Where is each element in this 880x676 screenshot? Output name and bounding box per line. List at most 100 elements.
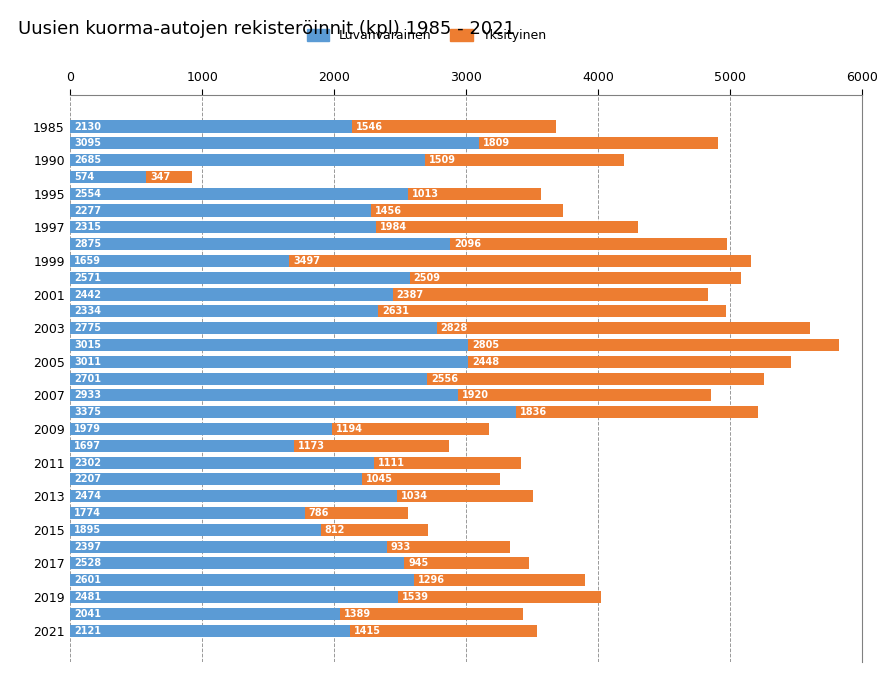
Bar [70,608,340,620]
Bar [70,456,374,468]
Bar [70,339,468,351]
Bar [70,490,397,502]
Bar [70,372,427,385]
Text: 2302: 2302 [74,458,101,468]
Text: 2442: 2442 [74,289,101,299]
Bar [70,272,410,284]
Text: 3095: 3095 [74,139,101,148]
Bar [70,204,371,216]
Text: 2631: 2631 [383,306,409,316]
Bar [458,389,711,402]
Text: 2334: 2334 [74,306,101,316]
Text: 1415: 1415 [355,625,381,635]
Bar [146,171,192,183]
Bar [70,507,304,519]
Bar [70,557,404,569]
Text: Uusien kuorma-autojen rekisteröinnit (kpl) 1985 - 2021: Uusien kuorma-autojen rekisteröinnit (kp… [18,20,515,39]
Text: 2828: 2828 [441,323,468,333]
Text: 1539: 1539 [402,592,429,602]
Bar [378,306,726,318]
Text: 1111: 1111 [378,458,405,468]
Bar [468,356,791,368]
Bar [70,541,387,553]
Text: 1509: 1509 [429,155,456,165]
Text: 2130: 2130 [74,122,101,132]
Bar [427,372,765,385]
Bar [70,439,295,452]
Text: 2805: 2805 [473,340,500,350]
Bar [340,608,523,620]
Bar [304,507,408,519]
Bar [70,389,458,402]
Text: 3375: 3375 [74,407,101,417]
Bar [320,524,428,536]
Bar [290,255,751,267]
Text: 2556: 2556 [431,374,458,383]
Bar [295,439,449,452]
Bar [392,289,708,301]
Bar [70,356,468,368]
Bar [425,154,624,166]
Text: 2528: 2528 [74,558,101,569]
Text: 3015: 3015 [74,340,101,350]
Text: 1774: 1774 [74,508,101,518]
Text: 2121: 2121 [74,625,101,635]
Text: 2096: 2096 [454,239,480,249]
Text: 2509: 2509 [414,272,441,283]
Bar [70,625,350,637]
Text: 1895: 1895 [74,525,101,535]
Text: 1697: 1697 [74,441,101,451]
Bar [70,154,425,166]
Bar [70,524,320,536]
Text: 1173: 1173 [298,441,326,451]
Text: 2685: 2685 [74,155,101,165]
Text: 945: 945 [408,558,429,569]
Text: 2481: 2481 [74,592,101,602]
Text: 1979: 1979 [74,424,101,434]
Bar [376,221,638,233]
Bar [70,591,398,603]
Bar [468,339,839,351]
Text: 1034: 1034 [401,491,428,501]
Bar [70,289,392,301]
Text: 2571: 2571 [74,272,101,283]
Bar [70,406,516,418]
Text: 1546: 1546 [356,122,383,132]
Bar [332,423,489,435]
Bar [374,456,521,468]
Bar [70,137,479,149]
Text: 1659: 1659 [74,256,101,266]
Text: 1013: 1013 [412,189,438,199]
Text: 3011: 3011 [74,357,101,367]
Text: 1984: 1984 [380,222,407,233]
Bar [410,272,741,284]
Bar [70,574,414,586]
Bar [404,557,529,569]
Text: 574: 574 [74,172,95,182]
Bar [398,591,601,603]
Text: 2775: 2775 [74,323,101,333]
Bar [479,137,718,149]
Bar [387,541,510,553]
Bar [70,171,146,183]
Bar [70,423,332,435]
Bar [516,406,759,418]
Bar [70,306,378,318]
Text: 3497: 3497 [293,256,320,266]
Text: 1456: 1456 [375,206,402,216]
Text: 1389: 1389 [344,609,370,619]
Text: 2701: 2701 [74,374,101,383]
Legend: Luvanvarainen, Yksityinen: Luvanvarainen, Yksityinen [302,24,552,47]
Bar [70,188,407,200]
Bar [436,322,810,334]
Text: 1920: 1920 [461,390,488,400]
Bar [450,238,727,250]
Text: 2554: 2554 [74,189,101,199]
Bar [70,120,352,132]
Text: 2315: 2315 [74,222,101,233]
Bar [70,221,376,233]
Bar [352,120,555,132]
Text: 933: 933 [391,541,411,552]
Bar [70,473,362,485]
Text: 1809: 1809 [483,139,510,148]
